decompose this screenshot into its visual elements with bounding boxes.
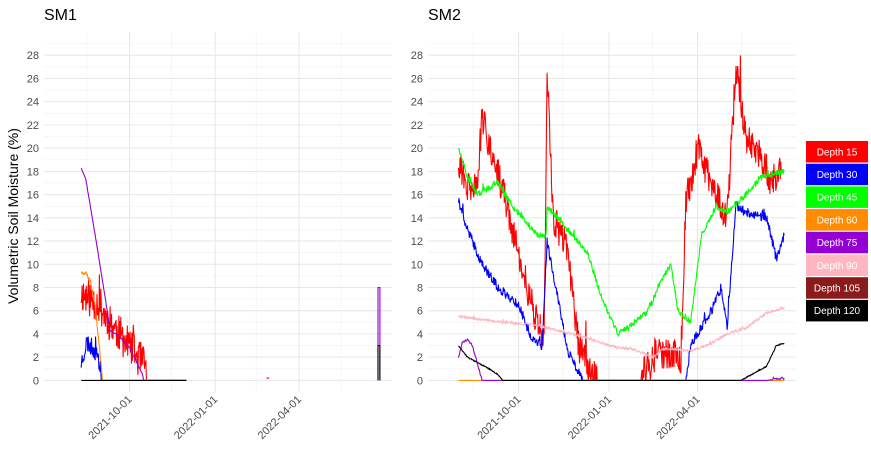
y-tick-label: 18: [411, 166, 423, 178]
legend-label: Depth 120: [814, 306, 861, 317]
y-tick-label: 12: [27, 236, 39, 248]
legend: Depth 15 Depth 30 Depth 45 Depth 60 Depth 75…: [806, 141, 868, 322]
y-tick-label: 6: [417, 306, 423, 318]
y-tick-label: 14: [411, 213, 423, 225]
legend-key-depth-75: [806, 231, 868, 254]
series-line-depth-75: [377, 286, 381, 381]
y-tick-label: 20: [27, 143, 39, 155]
y-tick-label: 16: [411, 190, 423, 202]
series-group-sm2: [457, 55, 785, 381]
panel-title-sm1: SM1: [44, 7, 77, 24]
series-line-depth-120: [458, 342, 785, 381]
legend-label: Depth 90: [817, 261, 858, 272]
y-tick-label: 18: [27, 166, 39, 178]
grid-sm1: [44, 32, 392, 392]
panel-title-sm2: SM2: [428, 7, 461, 24]
legend-label: Depth 45: [817, 193, 858, 204]
y-tick-label: 20: [411, 143, 423, 155]
x-tick-label: 2022-04-01: [654, 394, 702, 442]
x-tick-label: 2021-10-01: [86, 394, 134, 442]
y-tick-label: 16: [27, 190, 39, 202]
legend-key-depth-15: [806, 141, 868, 163]
y-tick-label: 28: [27, 50, 39, 62]
y-tick-label: 2: [417, 352, 423, 364]
y-tick-label: 8: [417, 282, 423, 294]
legend-label: Depth 30: [817, 170, 858, 181]
series-line-depth-75: [457, 338, 785, 381]
y-tick-label: 28: [411, 50, 423, 62]
y-tick-label: 24: [27, 97, 39, 109]
x-tick-label: 2022-01-01: [566, 394, 614, 442]
legend-key-depth-105: [806, 277, 868, 299]
y-tick-label: 10: [411, 259, 423, 271]
y-tick-label: 26: [411, 73, 423, 85]
series-line-depth-30: [80, 336, 187, 381]
series-group-sm1: [80, 167, 381, 381]
y-tick-label: 6: [33, 306, 39, 318]
y-tick-label: 2: [33, 352, 39, 364]
x-tick-label: 2022-04-01: [256, 394, 304, 442]
legend-label: Depth 15: [817, 147, 858, 158]
y-tick-label: 24: [411, 97, 423, 109]
series-line-depth-45: [457, 147, 785, 337]
y-tick-label: 4: [33, 329, 39, 341]
legend-label: Depth 75: [817, 238, 858, 249]
legend-key-depth-60: [806, 209, 868, 231]
series-line-depth-90: [458, 306, 785, 359]
legend-label: Depth 60: [817, 215, 858, 226]
x-tick-label: 2022-01-01: [172, 394, 220, 442]
y-tick-label: 14: [27, 213, 39, 225]
x-ticks-sm2: 2021-10-01 2022-01-01 2022-04-01: [475, 394, 702, 442]
series-line-depth-120: [377, 344, 381, 381]
legend-key-depth-90: [806, 254, 868, 276]
legend-key-depth-120: [806, 299, 868, 322]
legend-label: Depth 105: [814, 283, 861, 294]
series-line-depth-30: [457, 197, 785, 381]
legend-key-depth-45: [806, 186, 868, 208]
y-tick-label: 8: [33, 282, 39, 294]
y-tick-label: 0: [33, 375, 39, 387]
y-tick-label: 4: [417, 329, 423, 341]
y-tick-label: 10: [27, 259, 39, 271]
x-ticks-sm1: 2021-10-01 2022-01-01 2022-04-01: [86, 394, 304, 442]
x-tick-label: 2021-10-01: [475, 394, 523, 442]
y-tick-label: 22: [411, 120, 423, 132]
y-axis-label: Volumetric Soil Moisture (%): [5, 128, 21, 304]
y-tick-label: 26: [27, 73, 39, 85]
y-tick-label: 12: [411, 236, 423, 248]
legend-key-depth-30: [806, 163, 868, 186]
y-tick-label: 0: [417, 375, 423, 387]
y-tick-label: 22: [27, 120, 39, 132]
